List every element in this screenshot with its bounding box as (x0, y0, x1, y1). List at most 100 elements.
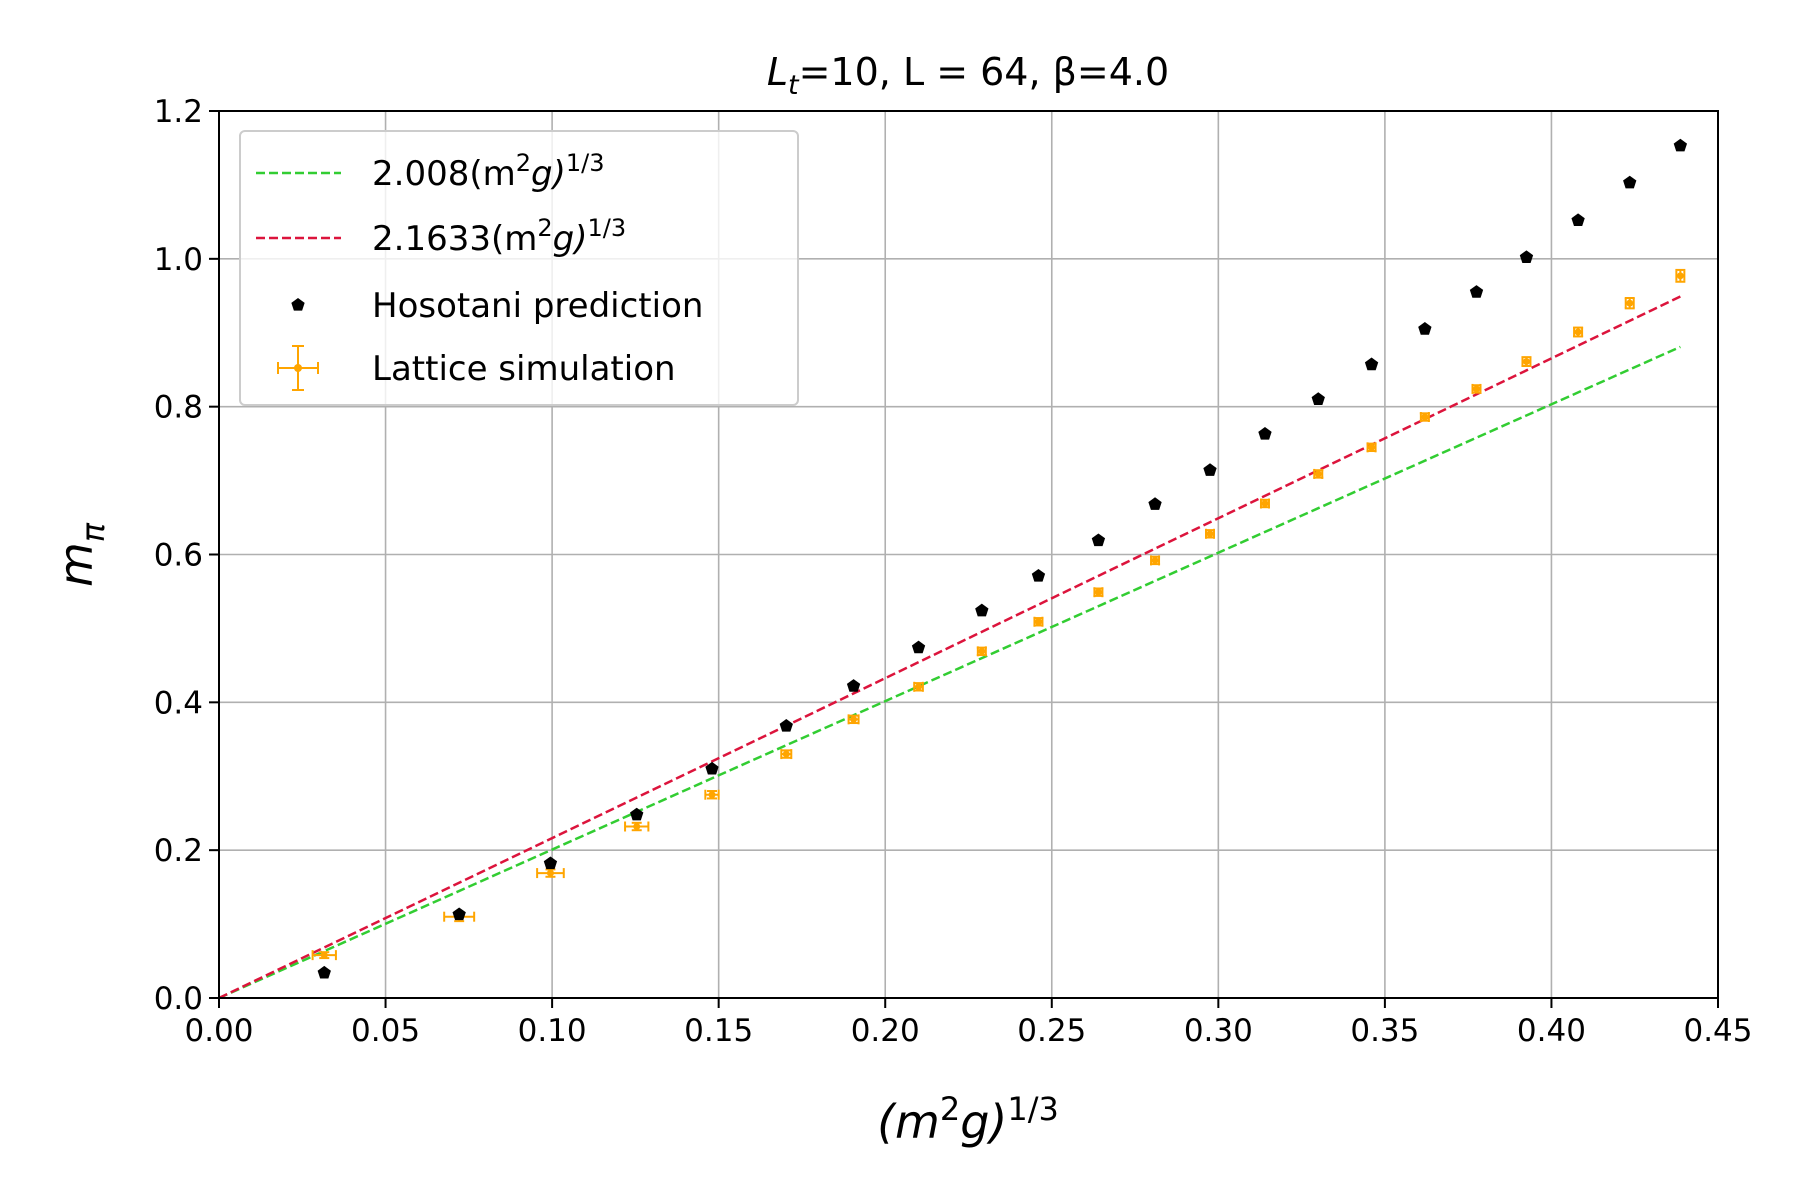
lattice-marker (1314, 470, 1322, 478)
lattice-point (780, 749, 793, 760)
legend-label-red-fit: 2.1633(m2g)1/3 (372, 214, 626, 259)
lattice-point (1150, 555, 1161, 566)
x-tick-label: 0.00 (184, 1013, 253, 1049)
hosotani-point (1148, 497, 1162, 510)
y-tick-label: 0.6 (154, 538, 203, 574)
hosotani-point (452, 907, 466, 921)
x-axis-label: (m2g)1/3 (877, 1090, 1059, 1149)
lattice-point (1419, 412, 1430, 423)
hosotani-point (543, 856, 558, 870)
lattice-marker (1626, 299, 1634, 307)
fit-line-series (218, 295, 1681, 1000)
lattice-marker (1472, 385, 1480, 393)
hosotani-point (705, 761, 719, 775)
hosotani-point (1519, 250, 1534, 264)
x-tick-label: 0.45 (1683, 1013, 1752, 1049)
x-tick-label: 0.35 (1350, 1013, 1419, 1049)
chart-title: Lt=10, L = 64, β=4.0 (767, 50, 1169, 101)
lattice-marker (1206, 530, 1214, 538)
x-tick-label: 0.10 (518, 1013, 587, 1049)
hosotani-point (1203, 463, 1217, 476)
lattice-marker (546, 869, 554, 877)
lattice-marker (1368, 443, 1376, 451)
y-tick-label: 1.0 (154, 242, 203, 278)
lattice-point (1624, 297, 1635, 310)
fit-line (218, 345, 1681, 1000)
lattice-marker (708, 791, 716, 799)
legend-label-green-fit: 2.008(m2g)1/3 (372, 149, 605, 194)
x-tick-label: 0.15 (684, 1013, 753, 1049)
lattice-marker (1574, 328, 1582, 336)
lattice-marker (1151, 556, 1159, 564)
hosotani-point (1623, 175, 1637, 189)
x-tick-label: 0.25 (1017, 1013, 1086, 1049)
lattice-point (1471, 383, 1482, 394)
fit-line (218, 295, 1681, 1000)
hosotani-point (911, 640, 926, 654)
hosotani-point (779, 718, 793, 732)
lattice-marker (782, 750, 790, 758)
lattice-point (1675, 268, 1686, 283)
lattice-marker (1676, 272, 1684, 280)
lattice-point (704, 789, 720, 800)
lattice-marker (915, 683, 923, 691)
lattice-marker (1261, 499, 1269, 507)
hosotani-point (1091, 533, 1106, 547)
x-tick-label: 0.40 (1517, 1013, 1586, 1049)
x-tick-label: 0.30 (1184, 1013, 1253, 1049)
lattice-point (976, 646, 987, 657)
y-tick-label: 0.0 (154, 981, 203, 1017)
hosotani-point (1258, 427, 1272, 440)
legend-hosotani-pentagon (291, 298, 305, 311)
y-tick-label: 1.2 (154, 94, 203, 130)
ticks: 0.00 0.05 0.10 0.15 0.20 0.25 0.30 0.35 0.40 0.45… (154, 94, 1753, 1049)
lattice-point (847, 714, 860, 725)
hosotani-point (846, 679, 861, 692)
lattice-point (1366, 442, 1377, 453)
lattice-point (1573, 326, 1584, 338)
legend-hosotani-marker (291, 298, 305, 311)
y-tick-label: 0.2 (154, 833, 203, 869)
hosotani-point (1364, 357, 1379, 371)
hosotani-point (1031, 568, 1046, 582)
y-tick-label: 0.4 (154, 685, 203, 721)
lattice-marker (633, 823, 641, 831)
hosotani-point (630, 807, 644, 821)
x-tick-label: 0.05 (351, 1013, 420, 1049)
hosotani-series (317, 138, 1688, 979)
x-tick-label: 0.20 (851, 1013, 920, 1049)
hosotani-point (317, 965, 331, 979)
lattice-series (311, 268, 1686, 961)
lattice-point (1259, 498, 1270, 509)
hosotani-point (975, 603, 989, 617)
lattice-point (311, 950, 337, 961)
lattice-point (536, 868, 565, 879)
lattice-marker (1034, 618, 1042, 626)
lattice-point (1033, 616, 1044, 627)
lattice-point (1521, 356, 1532, 368)
legend-box (239, 130, 799, 406)
legend-lattice-dot (294, 364, 302, 372)
hosotani-point (1673, 138, 1688, 152)
legend: 2.008(m2g)1/3 2.1633(m2g)1/3 Hosotani pr… (239, 130, 799, 406)
lattice-point (624, 821, 650, 832)
lattice-marker (1522, 358, 1530, 366)
lattice-marker (1421, 413, 1429, 421)
hosotani-point (1418, 322, 1432, 335)
lattice-point (1205, 528, 1216, 539)
legend-lattice-marker (277, 345, 319, 391)
hosotani-point (1469, 285, 1484, 298)
hosotani-point (1311, 392, 1325, 405)
legend-label-hosotani: Hosotani prediction (372, 286, 703, 326)
y-axis-label: mπ (49, 522, 112, 587)
lattice-point (913, 681, 924, 692)
lattice-marker (850, 715, 858, 723)
series-layer (218, 138, 1688, 1000)
lattice-marker (1094, 588, 1102, 596)
lattice-point (1093, 587, 1104, 598)
hosotani-point (1571, 213, 1585, 227)
lattice-marker (978, 647, 986, 655)
lattice-point (1313, 468, 1324, 479)
legend-label-lattice: Lattice simulation (372, 349, 676, 389)
